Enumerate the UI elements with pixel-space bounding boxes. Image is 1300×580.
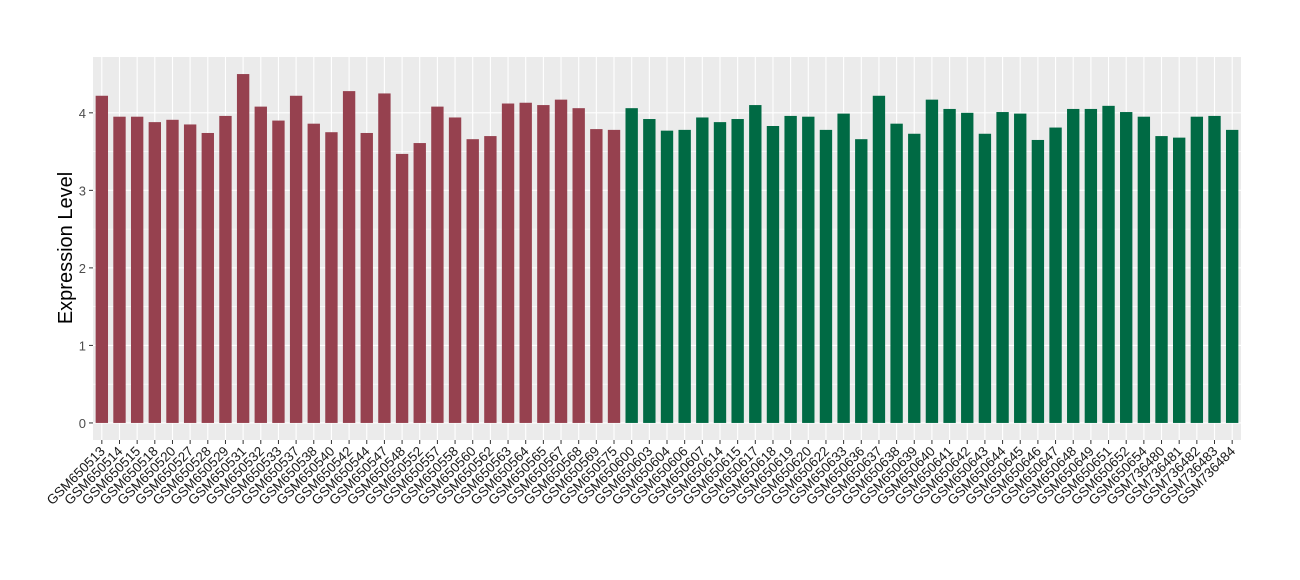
bar — [731, 119, 744, 423]
bar — [342, 91, 356, 423]
bar — [943, 108, 956, 423]
y-tick-label: 3 — [79, 183, 86, 198]
bar — [961, 112, 974, 423]
bar — [625, 108, 638, 423]
bar — [572, 108, 585, 423]
bar — [660, 130, 674, 423]
bar — [360, 132, 373, 423]
bar — [890, 123, 903, 423]
bar — [466, 139, 479, 423]
bar — [766, 126, 780, 423]
bar — [1067, 108, 1080, 423]
bar — [219, 115, 232, 423]
bar — [236, 74, 250, 423]
bar — [1137, 116, 1151, 423]
bar — [1173, 137, 1186, 423]
bar — [1084, 108, 1098, 423]
bar — [1155, 136, 1168, 423]
bar — [996, 112, 1009, 423]
bar — [607, 129, 621, 423]
bar — [802, 116, 815, 423]
bar — [431, 106, 444, 423]
bar — [95, 95, 109, 423]
y-tick-label: 4 — [79, 106, 86, 121]
bar — [413, 143, 426, 423]
bar — [1208, 115, 1221, 423]
bar — [501, 103, 515, 423]
bar — [819, 129, 833, 423]
bar — [254, 106, 267, 423]
bar — [113, 116, 126, 423]
bar — [978, 133, 992, 423]
y-tick-label: 1 — [79, 338, 86, 353]
bar — [148, 122, 161, 423]
bar — [696, 117, 709, 423]
bar — [448, 117, 462, 423]
bar — [325, 132, 338, 423]
bar — [554, 99, 568, 423]
bar — [183, 124, 197, 423]
bar — [272, 120, 285, 423]
bar — [1120, 112, 1133, 423]
bar — [201, 132, 214, 423]
y-axis-label: Expression Level — [55, 172, 77, 324]
bar — [378, 93, 391, 423]
bar — [519, 102, 532, 423]
bar — [925, 99, 939, 423]
bar — [837, 113, 850, 423]
bar — [784, 115, 797, 423]
bar — [537, 105, 550, 423]
bar — [713, 122, 727, 423]
bar — [395, 153, 409, 423]
bar — [872, 95, 886, 423]
bar — [1049, 127, 1062, 423]
y-tick-label: 2 — [79, 261, 86, 276]
bar — [643, 119, 656, 423]
y-tick-label: 0 — [79, 416, 86, 431]
bar — [678, 129, 691, 423]
bar — [590, 129, 603, 423]
bar — [1225, 129, 1239, 423]
bar — [855, 139, 868, 423]
bar — [166, 119, 179, 423]
bar — [484, 136, 497, 423]
bar — [908, 133, 921, 423]
bar — [1190, 116, 1204, 423]
bar — [130, 116, 144, 423]
bar — [289, 95, 303, 423]
bar — [749, 105, 762, 423]
bar — [1031, 139, 1045, 423]
bar — [307, 123, 320, 423]
bar — [1014, 113, 1027, 423]
bar — [1102, 105, 1115, 423]
